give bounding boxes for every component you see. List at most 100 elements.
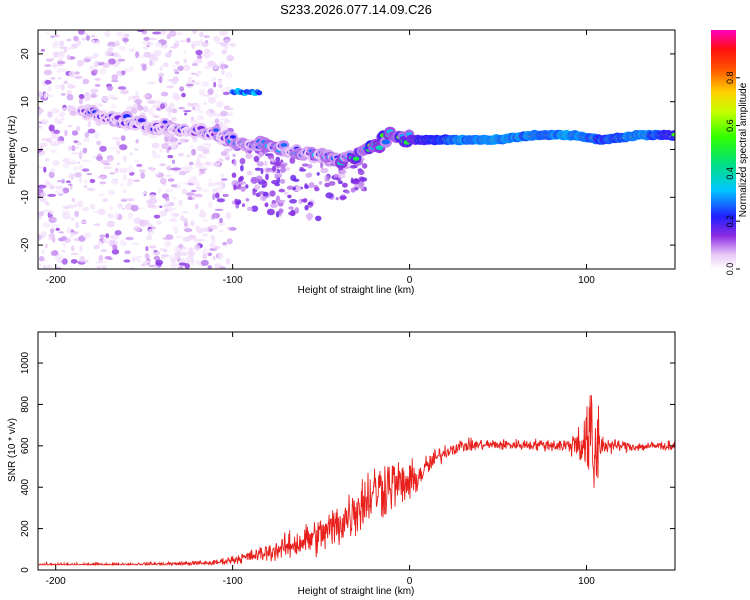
speckle: [117, 58, 126, 62]
speckle: [48, 234, 52, 241]
speckle: [190, 220, 195, 227]
speckle: [141, 64, 147, 71]
speckle: [98, 193, 105, 197]
speckle: [201, 81, 209, 88]
speckle: [153, 214, 161, 219]
speckle: [165, 200, 170, 205]
speckle: [287, 194, 292, 199]
speckle: [212, 255, 216, 261]
speckle: [44, 79, 52, 85]
speckle: [123, 174, 127, 181]
speckle: [66, 180, 71, 183]
speckle: [125, 236, 134, 241]
speckle: [149, 59, 153, 67]
speckle: [190, 72, 197, 75]
speckle: [189, 145, 194, 149]
figure-title: S233.2026.077.14.09.C26: [280, 2, 432, 17]
speckle: [218, 158, 224, 164]
speckle: [140, 263, 147, 267]
speckle: [87, 121, 92, 128]
speckle: [209, 242, 216, 248]
speckle: [178, 199, 183, 206]
speckle: [158, 149, 164, 153]
speckle: [149, 245, 157, 249]
speckle: [299, 168, 307, 172]
speckle: [157, 188, 162, 194]
speckle: [94, 60, 99, 68]
speckle: [124, 33, 130, 38]
speckle: [342, 182, 348, 188]
speckle: [197, 54, 203, 60]
speckle: [155, 172, 160, 176]
speckle: [170, 65, 178, 68]
x-tick-label: 0: [407, 275, 413, 286]
speckle: [214, 118, 220, 124]
speckle: [76, 161, 81, 164]
speckle: [153, 255, 161, 261]
speckle: [197, 238, 206, 242]
speckle: [195, 158, 201, 166]
speckle: [96, 155, 103, 162]
speckle: [315, 215, 322, 222]
spectrogram-y-axis: -20 -10 0 10 20: [20, 48, 675, 252]
speckle: [77, 200, 84, 208]
speckle: [50, 35, 55, 38]
speckle: [60, 93, 66, 96]
speckle: [40, 49, 46, 52]
colorbar-tick-label: 0.2: [725, 215, 735, 228]
speckle: [48, 182, 53, 188]
speckle: [178, 262, 187, 266]
speckle: [92, 53, 98, 59]
speckle: [188, 247, 194, 252]
speckle: [67, 83, 74, 89]
speckle: [44, 243, 48, 249]
speckle: [318, 181, 323, 185]
speckle: [114, 230, 122, 236]
speckle: [253, 178, 261, 182]
speckle: [254, 167, 262, 171]
speckle: [218, 230, 224, 233]
snr-xlabel: Height of straight line (km): [298, 586, 415, 597]
speckle: [278, 188, 286, 193]
speckle: [53, 40, 59, 47]
speckle: [62, 107, 68, 111]
speckle: [240, 165, 244, 172]
x-tick-label: 100: [578, 275, 595, 286]
speckle: [127, 198, 135, 202]
speckle: [263, 160, 268, 167]
speckle: [72, 166, 79, 171]
speckle: [195, 49, 203, 56]
speckle: [328, 181, 336, 186]
speckle: [75, 141, 82, 146]
speckle: [58, 50, 65, 57]
speckle: [191, 238, 199, 241]
speckle: [123, 155, 127, 163]
speckle: [69, 231, 74, 239]
speckle: [177, 65, 184, 72]
speckle: [178, 152, 184, 157]
speckle: [159, 210, 167, 217]
y-tick-label: 600: [20, 437, 31, 454]
speckle: [272, 165, 276, 172]
speckle: [94, 69, 98, 74]
speckle: [225, 72, 233, 79]
speckle: [221, 68, 225, 76]
speckle: [102, 237, 110, 244]
speckle: [201, 218, 208, 223]
speckle: [226, 226, 231, 230]
spectrogram-xlabel: Height of straight line (km): [298, 285, 415, 296]
speckle: [204, 48, 211, 54]
speckle: [58, 231, 65, 234]
speckle: [197, 71, 202, 74]
speckle: [207, 60, 216, 67]
speckle: [67, 46, 74, 50]
speckle: [240, 186, 246, 192]
speckle: [136, 163, 143, 168]
speckle: [201, 189, 210, 192]
speckle: [79, 255, 86, 263]
speckle: [161, 143, 170, 150]
speckle: [141, 219, 150, 226]
speckle: [78, 94, 85, 99]
speckle: [165, 52, 172, 58]
speckle: [81, 206, 90, 212]
